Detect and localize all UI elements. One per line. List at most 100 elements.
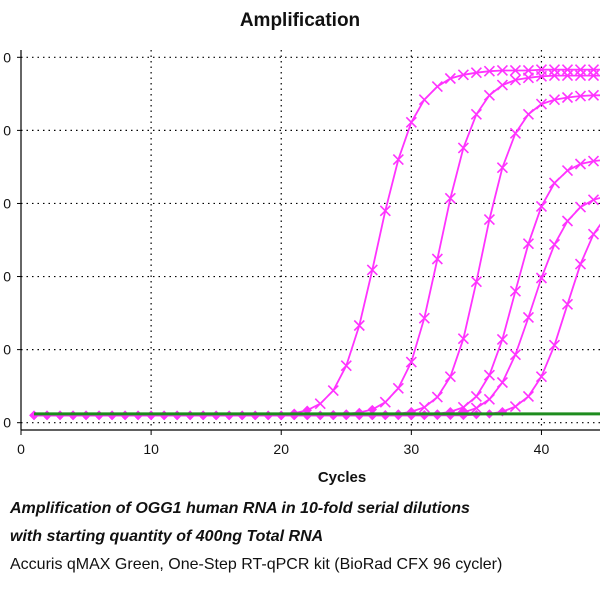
data-point (366, 264, 378, 276)
data-point (548, 94, 561, 106)
data-point (496, 333, 508, 345)
y-tick-label: 0 (3, 195, 11, 211)
data-point (483, 369, 495, 381)
y-tick-label: 0 (3, 269, 11, 285)
data-point (392, 382, 404, 394)
data-point (587, 228, 600, 240)
chart-title: Amplification (239, 10, 361, 31)
data-point (574, 158, 587, 170)
data-point (405, 356, 417, 368)
series-line (34, 74, 600, 417)
data-point (496, 64, 508, 77)
data-point (574, 90, 587, 102)
data-point (314, 398, 326, 410)
y-tick-label: 0 (3, 342, 11, 358)
series-line (34, 197, 600, 417)
y-tick-label: 0 (3, 49, 11, 65)
data-point (470, 67, 482, 79)
x-tick-label: 0 (17, 441, 25, 457)
data-point (535, 272, 548, 284)
data-point (535, 98, 548, 110)
data-point (509, 401, 521, 413)
grid (21, 50, 600, 430)
data-point (327, 384, 339, 397)
series-4 (29, 155, 600, 421)
data-point (574, 201, 587, 213)
caption-line-1: Amplification of OGG1 human RNA in 10-fo… (10, 500, 470, 517)
data-point (470, 108, 482, 120)
data-point (587, 194, 600, 206)
data-point (444, 192, 456, 204)
caption-line-2: with starting quantity of 400ng Total RN… (10, 528, 324, 545)
series-2 (29, 70, 600, 421)
data-point (535, 371, 548, 383)
y-tick-label: 0 (3, 122, 11, 138)
data-point (470, 390, 482, 402)
x-tick-label: 10 (143, 441, 159, 457)
series-line (34, 68, 600, 417)
x-axis-label: Cycles (318, 469, 366, 486)
data-point (496, 376, 508, 389)
data-point (496, 79, 508, 91)
data-point (431, 253, 443, 265)
data-point (483, 89, 495, 101)
data-point (509, 64, 521, 77)
data-point (522, 72, 535, 84)
data-point (457, 333, 469, 345)
data-point (457, 69, 469, 81)
series-6 (29, 223, 600, 421)
data-point (522, 108, 535, 120)
data-point (509, 74, 521, 86)
data-point (483, 213, 495, 226)
data-point (379, 396, 391, 408)
data-point (548, 177, 561, 189)
data-point (561, 91, 574, 104)
series (29, 64, 600, 421)
data-point (535, 200, 548, 212)
data-point (418, 401, 430, 413)
x-tick-label: 30 (404, 441, 420, 457)
data-point (548, 238, 561, 250)
data-point (457, 142, 469, 154)
data-point (561, 70, 574, 82)
data-point (418, 94, 430, 106)
data-point (561, 215, 574, 227)
x-tick-label: 40 (534, 441, 550, 457)
data-point (431, 80, 443, 93)
data-point (587, 89, 600, 101)
data-point (353, 319, 365, 332)
data-point (444, 371, 456, 383)
data-point (392, 154, 404, 166)
series-line (34, 159, 600, 417)
data-point (509, 127, 521, 139)
data-point (574, 258, 587, 270)
data-point (483, 393, 495, 405)
data-point (379, 205, 391, 217)
series-line (34, 223, 600, 417)
data-point (522, 311, 535, 324)
data-point (561, 298, 574, 310)
data-point (496, 162, 508, 174)
data-point (509, 349, 521, 361)
data-point (574, 70, 587, 82)
data-point (522, 238, 535, 250)
y-tick-label: 0 (3, 415, 11, 431)
axes (20, 50, 600, 431)
data-point (522, 390, 535, 402)
series-5 (29, 194, 600, 421)
series-3 (29, 89, 600, 421)
caption-line-3: Accuris qMAX Green, One-Step RT-qPCR kit… (10, 556, 503, 573)
x-tick-label: 20 (273, 441, 289, 457)
series-1 (29, 64, 600, 421)
data-point (548, 339, 561, 351)
data-point (418, 312, 430, 324)
data-point (587, 155, 600, 167)
data-point (509, 285, 521, 297)
data-point (561, 165, 574, 177)
data-point (340, 360, 352, 372)
series-line (34, 94, 600, 417)
data-point (431, 391, 443, 403)
data-point (470, 402, 482, 414)
